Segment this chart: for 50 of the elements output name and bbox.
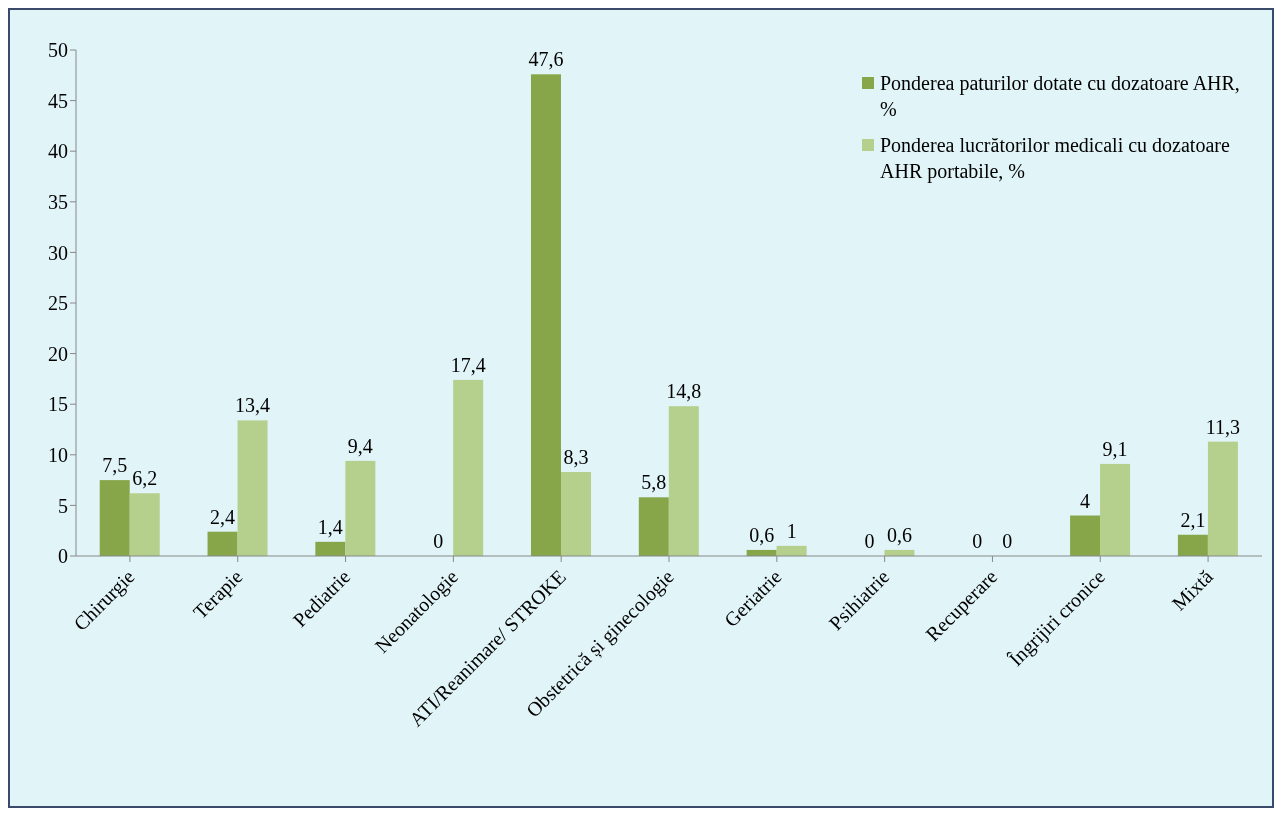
legend-label: Ponderea lucrătorilor medicali cu dozatoare AHR portabile, %: [880, 133, 1231, 184]
data-label: 6,2: [132, 467, 158, 490]
bar: [315, 541, 346, 556]
bar: [129, 493, 160, 556]
y-tick-label: 10: [48, 443, 68, 466]
data-label: 0: [433, 530, 444, 552]
data-label: 0: [1002, 530, 1013, 552]
bar: [1100, 463, 1131, 556]
data-label: 0,6: [749, 523, 775, 546]
data-label: 8,3: [563, 446, 589, 468]
data-label: 13,4: [235, 394, 271, 417]
y-tick-label: 15: [48, 393, 68, 416]
y-tick-label: 35: [48, 190, 68, 213]
bar: [1207, 441, 1238, 556]
y-tick-label: 5: [58, 494, 68, 517]
data-label: 7,5: [102, 454, 128, 477]
data-label: 1: [786, 519, 797, 542]
data-label: 14,8: [666, 380, 702, 403]
bar: [99, 480, 130, 556]
data-label: 1,4: [317, 515, 343, 538]
bar: [1070, 515, 1101, 556]
data-label: 0: [864, 530, 875, 552]
bar: [638, 497, 669, 556]
data-label: 9,1: [1102, 437, 1128, 460]
y-tick-label: 20: [48, 342, 68, 365]
bar: [207, 531, 238, 556]
y-tick-label: 50: [48, 39, 68, 62]
data-label: 2,1: [1180, 508, 1206, 531]
y-tick-label: 30: [48, 241, 68, 264]
y-tick-label: 0: [58, 545, 68, 568]
data-label: 0,6: [886, 523, 912, 546]
bar: [668, 406, 699, 556]
data-label: 47,6: [528, 48, 564, 71]
data-label: 9,4: [347, 434, 373, 457]
y-tick-label: 45: [48, 89, 68, 112]
data-label: 4: [1080, 489, 1091, 512]
bar: [530, 74, 561, 556]
bar: [1177, 534, 1208, 556]
bar: [237, 420, 268, 556]
data-label: 11,3: [1205, 415, 1241, 438]
bar: [560, 472, 591, 556]
y-tick-label: 40: [48, 140, 68, 163]
data-label: 2,4: [210, 505, 236, 528]
data-label: 17,4: [450, 353, 486, 376]
bar: [345, 460, 376, 556]
y-tick-label: 25: [48, 292, 68, 315]
legend-label: Ponderea paturilor dotate cu dozatoare AHR, %: [880, 71, 1241, 122]
data-label: 0: [972, 530, 983, 552]
data-label: 5,8: [641, 471, 667, 494]
bar: [453, 379, 484, 556]
